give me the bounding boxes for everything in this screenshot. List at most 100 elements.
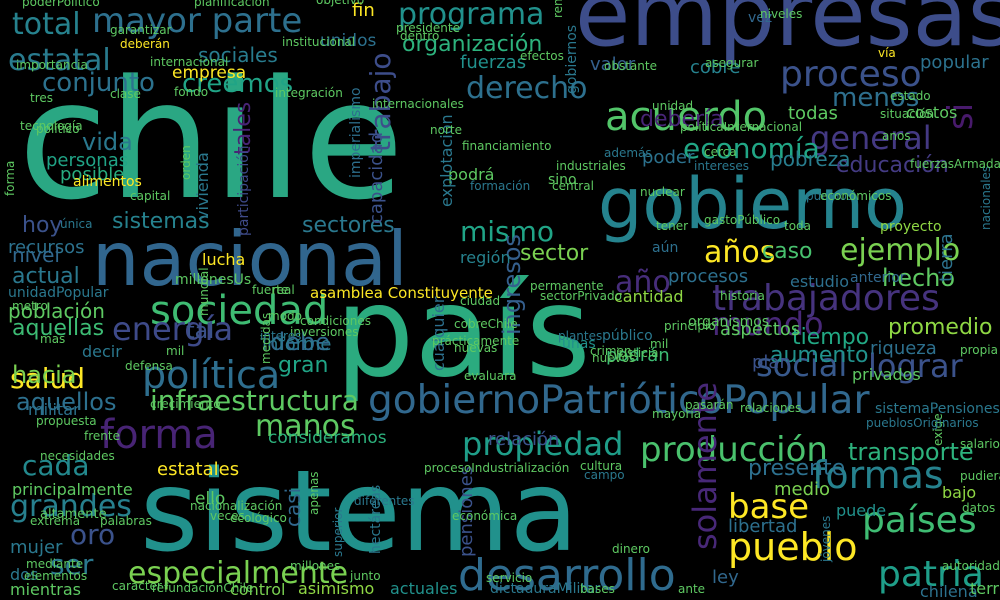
word-47: si bbox=[941, 103, 981, 130]
word-125: unas bbox=[562, 336, 596, 352]
word-2: sistema bbox=[140, 447, 578, 577]
word-179: obstante bbox=[604, 59, 657, 73]
word-9: política bbox=[142, 353, 280, 397]
word-250: cerca bbox=[704, 145, 737, 159]
word-176: presidente bbox=[396, 21, 460, 35]
word-102: chilena bbox=[920, 582, 978, 600]
word-165: exige bbox=[931, 413, 945, 446]
word-196: prácticamente bbox=[432, 334, 519, 348]
word-78: valor bbox=[590, 54, 636, 75]
word-73: medio bbox=[774, 479, 830, 500]
word-241: efectos bbox=[520, 49, 564, 63]
word-124: podrán bbox=[606, 345, 670, 366]
word-76: asamblea Constituyente bbox=[310, 284, 493, 302]
word-65: hacia bbox=[12, 361, 77, 389]
word-232: cultura bbox=[580, 459, 622, 473]
word-112: región bbox=[460, 248, 511, 267]
word-94: estatales bbox=[157, 459, 239, 480]
word-66: vida bbox=[82, 128, 133, 156]
word-180: central bbox=[552, 179, 594, 193]
word-38: año bbox=[615, 265, 671, 300]
word-218: nuevas bbox=[454, 341, 497, 355]
word-253: procesoIndustrialización bbox=[424, 461, 569, 475]
word-16: programa bbox=[398, 0, 544, 32]
word-159: nacionales bbox=[979, 166, 993, 230]
word-247: crecimiento bbox=[150, 397, 221, 411]
word-142: aún bbox=[652, 240, 678, 256]
word-69: caso bbox=[762, 239, 813, 264]
word-39: mismo bbox=[460, 215, 554, 248]
word-14: mayor parte bbox=[92, 1, 302, 41]
word-227: capital bbox=[130, 189, 170, 203]
word-251: sectorPrivado bbox=[540, 289, 622, 303]
word-4: gobierno bbox=[598, 163, 907, 245]
word-198: además bbox=[604, 146, 652, 160]
word-146: altamente bbox=[40, 507, 107, 522]
word-83: nivel bbox=[12, 243, 60, 267]
word-128: popular bbox=[920, 52, 989, 73]
word-170: defensa bbox=[125, 359, 173, 373]
word-24: solamente bbox=[686, 382, 724, 550]
word-52: transporte bbox=[848, 438, 974, 466]
word-150: veces bbox=[210, 509, 245, 523]
word-245: forma bbox=[3, 161, 17, 196]
word-233: dentro bbox=[400, 29, 439, 43]
word-235: principio bbox=[664, 319, 716, 333]
word-156: servicio bbox=[486, 571, 532, 585]
word-80: unidos bbox=[320, 31, 376, 51]
word-84: personas bbox=[46, 150, 128, 171]
word-103: libertad bbox=[728, 516, 797, 537]
word-189: condiciones bbox=[300, 314, 371, 328]
word-71: ingresos bbox=[498, 234, 526, 335]
word-194: territorio bbox=[970, 579, 1000, 598]
word-249: frente bbox=[84, 429, 120, 443]
word-74: pobreza bbox=[770, 147, 850, 171]
word-104: puede bbox=[836, 501, 886, 520]
word-113: procesos bbox=[668, 266, 748, 287]
word-70: sector bbox=[520, 241, 589, 266]
word-122: unidadPopular bbox=[8, 285, 109, 301]
word-155: dinero bbox=[612, 542, 650, 556]
word-129: todas bbox=[788, 103, 838, 124]
word-27: infraestructura bbox=[150, 384, 359, 417]
word-214: económicos bbox=[820, 189, 891, 203]
word-197: pueblos bbox=[806, 189, 853, 203]
word-107: fin bbox=[352, 0, 375, 21]
word-17: forma bbox=[100, 412, 218, 458]
word-231: junto bbox=[349, 569, 381, 583]
word-19: países bbox=[862, 500, 977, 541]
word-199: aspectos bbox=[720, 319, 800, 340]
word-1: país bbox=[335, 260, 591, 405]
word-63: población bbox=[8, 299, 105, 323]
word-45: ser bbox=[50, 548, 94, 581]
word-68: gran bbox=[278, 353, 328, 378]
word-252: pueblosOriginarios bbox=[866, 416, 979, 430]
word-229: nacionalización bbox=[190, 499, 282, 513]
word-259: refundaciónChile bbox=[152, 581, 253, 595]
word-121: millonesUs bbox=[175, 272, 251, 288]
word-40: manos bbox=[255, 409, 356, 444]
word-226: millones bbox=[290, 559, 340, 573]
word-75: aumento bbox=[770, 343, 868, 368]
word-55: creemos bbox=[182, 69, 293, 99]
word-46: trabajo bbox=[364, 53, 397, 153]
word-126: decir bbox=[82, 342, 122, 361]
word-41: salud bbox=[10, 362, 85, 395]
word-138: gobiernos bbox=[564, 25, 580, 94]
word-173: campo bbox=[584, 468, 625, 482]
word-130: poder bbox=[642, 147, 695, 168]
word-236: historia bbox=[720, 289, 765, 303]
word-207: político bbox=[36, 122, 80, 136]
word-167: superior bbox=[331, 508, 345, 557]
word-131: costos bbox=[906, 103, 957, 122]
word-139: cualquier bbox=[429, 296, 448, 371]
word-64: actual bbox=[12, 264, 80, 289]
word-72: presente bbox=[748, 456, 845, 481]
word-206: ante bbox=[678, 582, 705, 596]
word-190: económica bbox=[452, 509, 517, 523]
word-237: mayoría bbox=[652, 407, 701, 421]
word-216: cobreChile bbox=[454, 317, 518, 331]
word-77: cobre bbox=[690, 57, 740, 78]
word-178: deberán bbox=[120, 37, 170, 51]
